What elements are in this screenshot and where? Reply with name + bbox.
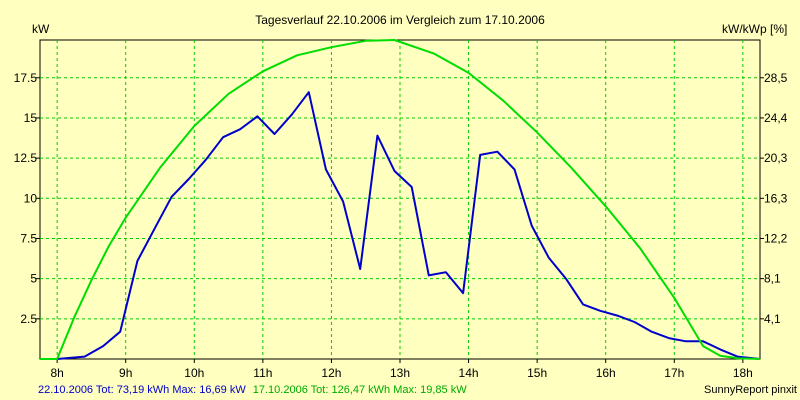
x-tick-label: 14h [459,366,479,380]
footer-credit: SunnyReport pinxit [704,384,797,396]
y-tick-label-right: 20,3 [764,151,788,165]
x-tick-label: 12h [321,366,341,380]
y-tick-label-left: 17.5 [14,71,38,85]
x-tick-label: 17h [664,366,684,380]
legend-17-10-2006: 17.10.2006 Tot: 126,47 kWh Max: 19,85 kW [253,384,467,396]
x-tick-label: 9h [119,366,132,380]
y-axis-left-ticks: 2.5 5 7.5 10 12.5 15 17.5 [14,71,40,326]
x-tick-label: 8h [50,366,63,380]
y-tick-label-right: 28,5 [764,71,788,85]
x-tick-label: 11h [253,366,272,380]
y-tick-label-right: 24,4 [764,111,788,125]
y-axis-left-label: kW [32,22,50,36]
y-tick-label-left: 12.5 [14,151,38,165]
x-tick-label: 18h [733,366,753,380]
y-tick-label-right: 8,1 [764,272,781,286]
x-tick-label: 16h [596,366,616,380]
x-tick-label: 13h [390,366,410,380]
series-lines [40,39,761,360]
x-axis-ticks: 8h 9h 10h 11h 12h 13h 14h 15h 16h 17h 18h [50,359,753,380]
series-line-17-10-2006 [40,39,761,360]
y-tick-label-left: 7.5 [20,231,37,245]
y-tick-label-left: 5 [30,272,37,286]
chart-title: Tagesverlauf 22.10.2006 im Vergleich zum… [255,13,545,27]
series-line-22-10-2006 [40,91,761,360]
x-tick-label: 10h [184,366,204,380]
y-tick-label-right: 12,2 [764,231,788,245]
y-tick-label-left: 10 [24,191,38,205]
legend-22-10-2006: 22.10.2006 Tot: 73,19 kWh Max: 16,69 kW [38,384,246,396]
footer-legend: 22.10.2006 Tot: 73,19 kWh Max: 16,69 kW … [38,384,467,396]
y-tick-label-left: 2.5 [20,312,37,326]
x-tick-label: 15h [527,366,547,380]
y-axis-right-ticks: 4,1 8,1 12,2 16,3 20,3 24,4 28,5 [760,71,788,326]
y-axis-right-label: kW/kWp [%] [722,22,787,36]
y-tick-label-right: 4,1 [764,312,781,326]
y-tick-label-right: 16,3 [764,191,788,205]
grid-lines [40,40,760,359]
y-tick-label-left: 15 [24,111,38,125]
